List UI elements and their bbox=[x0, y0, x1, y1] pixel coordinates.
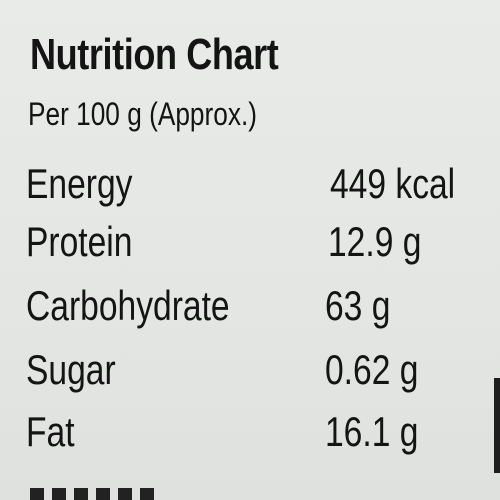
edge-mark bbox=[494, 378, 500, 473]
nutrient-amount: 16.1 g bbox=[325, 408, 419, 455]
nutrient-amount: 12.9 g bbox=[328, 218, 422, 265]
cut-off-text bbox=[30, 488, 160, 500]
subtitle: Per 100 g (Approx.) bbox=[28, 96, 257, 132]
nutrient-name: Protein bbox=[26, 218, 133, 265]
nutrient-amount: 449 kcal bbox=[330, 160, 456, 207]
nutrient-amount: 0.62 g bbox=[325, 346, 419, 393]
nutrient-name: Fat bbox=[26, 408, 75, 455]
title: Nutrition Chart bbox=[30, 30, 279, 79]
nutrient-name: Energy bbox=[26, 160, 133, 207]
nutrient-name: Sugar bbox=[26, 346, 116, 393]
nutrient-name: Carbohydrate bbox=[26, 282, 230, 329]
nutrient-amount: 63 g bbox=[325, 282, 391, 329]
